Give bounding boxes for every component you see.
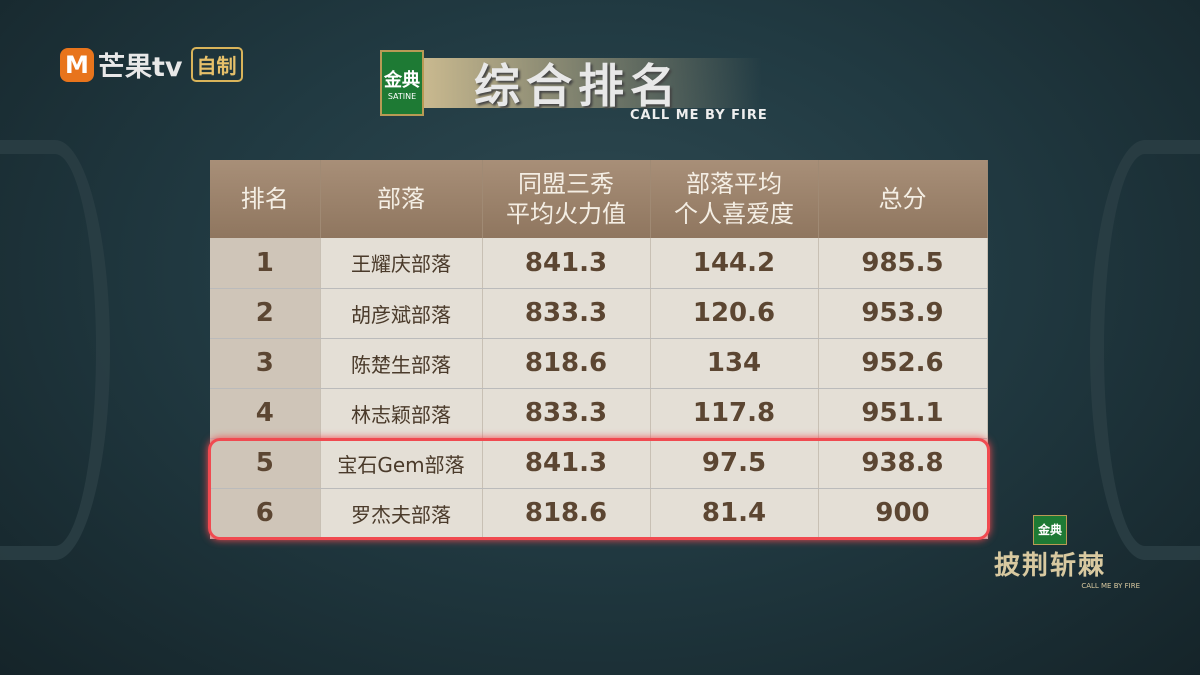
- show-name: 披荆斩棘: [993, 551, 1106, 581]
- table-row: 1 王耀庆部落 841.3 144.2 985.5: [210, 238, 988, 289]
- column-header: 排名: [210, 160, 321, 238]
- total-cell: 951.1: [818, 388, 988, 439]
- total-cell: 985.5: [818, 238, 988, 289]
- channel-name: 芒果tv: [98, 52, 183, 83]
- tribe-cell: 陈楚生部落: [320, 338, 483, 389]
- header-row: 排名 部落 同盟三秀 平均火力值 部落平均 个人喜爱度 总分: [210, 160, 988, 238]
- total-cell: 952.6: [818, 338, 988, 389]
- tribe-cell: 王耀庆部落: [320, 238, 483, 289]
- sponsor-name: 金典: [384, 69, 420, 91]
- show-sponsor: 金典: [1033, 515, 1067, 545]
- popularity-cell: 120.6: [650, 288, 819, 339]
- mango-icon: M: [60, 47, 94, 82]
- column-header: 总分: [818, 160, 988, 238]
- rank-cell: 4: [210, 388, 321, 439]
- rank-cell: 6: [210, 488, 321, 539]
- rank-cell: 5: [210, 438, 321, 489]
- rank-cell: 3: [210, 338, 321, 389]
- highlight-box: [208, 438, 990, 540]
- firepower-cell: 833.3: [482, 388, 651, 439]
- total-cell: 953.9: [818, 288, 988, 339]
- table-row: 5 宝石Gem部落 841.3 97.5 938.8: [210, 438, 988, 489]
- sponsor-sub: SATINE: [387, 91, 417, 101]
- popularity-cell: 97.5: [650, 438, 819, 489]
- total-cell: 900: [818, 488, 988, 539]
- rank-cell: 2: [210, 288, 321, 339]
- table-row: 4 林志颖部落 833.3 117.8 951.1: [210, 388, 988, 439]
- table-row: 2 胡彦斌部落 833.3 120.6 953.9: [210, 288, 988, 339]
- column-header: 部落: [320, 160, 483, 238]
- subtitle: CALL ME BY FIRE: [630, 108, 768, 123]
- decor-shape-right: [1090, 140, 1200, 560]
- title-banner: 金典 SATINE 综合排名: [380, 50, 762, 116]
- channel-tag: 自制: [190, 47, 243, 82]
- ranking-table: 排名 部落 同盟三秀 平均火力值 部落平均 个人喜爱度 总分 1 王耀庆部落 841.3 14…: [210, 160, 988, 539]
- column-header: 同盟三秀 平均火力值: [482, 160, 651, 238]
- rank-cell: 1: [210, 238, 321, 289]
- show-logo: 金典 披荆斩棘 CALL ME BY FIRE: [960, 515, 1140, 590]
- firepower-cell: 841.3: [482, 438, 651, 489]
- channel-logo: M 芒果tv 自制: [60, 45, 243, 84]
- total-cell: 938.8: [818, 438, 988, 489]
- tribe-cell: 胡彦斌部落: [320, 288, 483, 339]
- tribe-cell: 林志颖部落: [320, 388, 483, 439]
- table-row: 3 陈楚生部落 818.6 134 952.6: [210, 338, 988, 389]
- column-header: 部落平均 个人喜爱度: [650, 160, 819, 238]
- show-sub: CALL ME BY FIRE: [1081, 582, 1140, 590]
- firepower-cell: 841.3: [482, 238, 651, 289]
- firepower-cell: 818.6: [482, 338, 651, 389]
- decor-shape-left: [0, 140, 110, 560]
- sponsor-logo: 金典 SATINE: [380, 50, 424, 116]
- table-row: 6 罗杰夫部落 818.6 81.4 900: [210, 488, 988, 539]
- firepower-cell: 818.6: [482, 488, 651, 539]
- tribe-cell: 宝石Gem部落: [320, 438, 483, 489]
- popularity-cell: 134: [650, 338, 819, 389]
- page-title: 综合排名: [424, 58, 762, 113]
- firepower-cell: 833.3: [482, 288, 651, 339]
- popularity-cell: 144.2: [650, 238, 819, 289]
- popularity-cell: 117.8: [650, 388, 819, 439]
